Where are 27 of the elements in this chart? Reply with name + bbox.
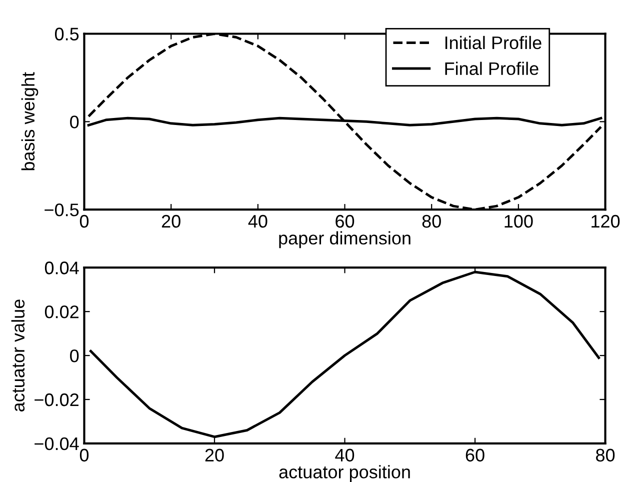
x-tick-label: 40 xyxy=(248,214,268,228)
x-tick-label: 80 xyxy=(422,214,441,228)
x-tick-label: 40 xyxy=(335,448,354,462)
x-axis-title: actuator position xyxy=(279,465,410,482)
y-axis-title: actuator value xyxy=(11,300,25,412)
x-tick-label: 60 xyxy=(336,214,354,228)
x-tick-label: 80 xyxy=(596,448,615,462)
y-tick-label: 0.5 xyxy=(54,28,79,40)
legend-label: Final Profile xyxy=(445,62,538,76)
x-tick-label: 100 xyxy=(504,214,533,228)
x-tick-label: 0 xyxy=(80,214,89,228)
y-tick-label: 0.02 xyxy=(44,305,78,318)
y-tick-label: −0.02 xyxy=(34,393,78,406)
y-tick-label: −0.04 xyxy=(34,437,79,450)
y-tick-label: 0 xyxy=(70,116,79,128)
line-series xyxy=(87,34,602,210)
y-tick-label: 0 xyxy=(70,349,79,362)
y-tick-label: 0.04 xyxy=(44,262,79,274)
x-tick-label: 20 xyxy=(205,448,224,462)
x-tick-label: 60 xyxy=(466,448,484,462)
x-tick-label: 20 xyxy=(162,214,180,228)
y-axis-title: basis weight xyxy=(21,72,38,170)
legend-label: Initial Profile xyxy=(445,36,542,50)
x-tick-label: 120 xyxy=(592,214,620,228)
x-tick-label: 0 xyxy=(80,448,89,462)
y-tick-label: −0.5 xyxy=(44,204,79,216)
x-axis-title: paper dimension xyxy=(279,231,410,248)
